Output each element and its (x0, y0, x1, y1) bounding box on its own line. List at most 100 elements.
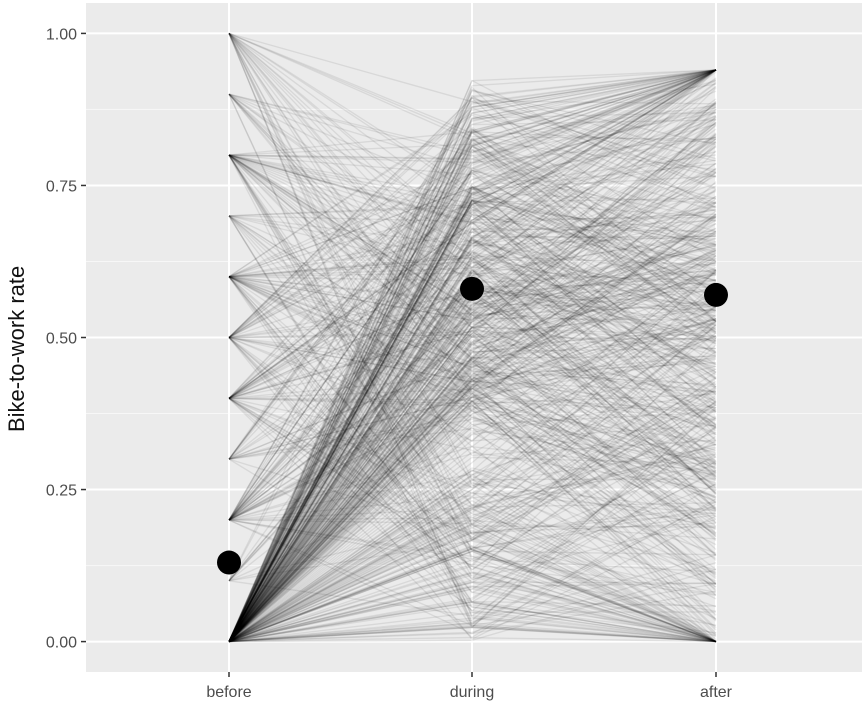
subject-line (228, 500, 717, 643)
subject-line (228, 213, 717, 642)
subject-line (228, 154, 717, 469)
subject-line (228, 69, 717, 460)
subject-line (228, 124, 717, 643)
subject-line (228, 130, 717, 156)
subject-line (228, 69, 717, 642)
subject-line (228, 227, 717, 642)
subject-line (228, 154, 717, 373)
subject-line (228, 356, 717, 643)
subject-line (228, 69, 717, 226)
subject-line (228, 154, 717, 507)
subject-line (228, 32, 717, 421)
subject-line (228, 69, 717, 642)
subject-line (228, 565, 717, 643)
subject-line (228, 481, 717, 643)
subject-line (228, 475, 717, 643)
subject-line (228, 121, 717, 643)
subject-line (228, 254, 717, 642)
subject-line (228, 293, 717, 643)
subject-line (228, 199, 717, 642)
subject-line (228, 473, 717, 643)
subject-line (228, 154, 717, 376)
subject-line (228, 140, 717, 303)
subject-line (228, 273, 717, 346)
y-tick-label: 0.50 (46, 331, 77, 348)
subject-line (228, 210, 717, 643)
subject-line (228, 230, 717, 643)
subject-line (228, 383, 717, 643)
subject-line (228, 467, 717, 643)
subject-line (228, 192, 717, 642)
subject-line (228, 328, 717, 643)
subject-line (228, 88, 717, 642)
y-tick-label: 0.00 (46, 635, 77, 652)
subject-line (228, 321, 717, 399)
subject-line (228, 337, 717, 643)
subject-line (228, 252, 717, 399)
subject-line (228, 581, 717, 643)
subject-line (228, 93, 717, 643)
subject-line (228, 236, 717, 642)
subject-line (228, 69, 717, 642)
subject-line (228, 458, 717, 535)
subject-line (228, 550, 717, 643)
subject-line (228, 626, 717, 643)
subject-line (228, 365, 717, 643)
subject-line (228, 574, 717, 643)
subject-line (228, 336, 717, 461)
subject-line (228, 215, 717, 518)
subject-line (228, 87, 717, 322)
subject-line (228, 204, 717, 236)
subject-line (228, 257, 717, 395)
subject-line (228, 126, 717, 521)
subject-line (228, 305, 717, 643)
subject-line (228, 116, 717, 278)
subject-line (228, 154, 717, 314)
subject-line (228, 337, 717, 643)
subject-line (228, 154, 717, 643)
x-tick-label: during (450, 684, 494, 701)
subject-line (228, 276, 717, 594)
subject-line (228, 320, 717, 643)
subject-line (228, 519, 717, 573)
subject-line (228, 529, 717, 643)
subject-line (228, 202, 717, 407)
subject-line (228, 146, 717, 339)
subject-line (228, 138, 717, 642)
subject-line (228, 130, 717, 460)
subject-line (228, 334, 717, 643)
subject-line (228, 32, 717, 191)
subject-line (228, 215, 717, 481)
subject-line (228, 503, 717, 643)
subject-line (228, 242, 717, 521)
subject-line (228, 33, 717, 643)
subject-line (228, 320, 717, 643)
subject-line (228, 139, 717, 642)
subject-line (228, 69, 717, 642)
subject-line (228, 125, 717, 339)
subject-line (228, 115, 717, 642)
subject-line (228, 387, 717, 643)
subject-line (228, 211, 717, 380)
subject-line (228, 93, 717, 470)
subject-line (228, 275, 717, 368)
subject-line (228, 215, 717, 524)
subject-line (228, 478, 717, 643)
subject-line (228, 414, 717, 560)
subject-line (228, 71, 717, 582)
subject-line (228, 611, 717, 643)
subject-line (228, 378, 717, 643)
subject-line (228, 330, 717, 509)
subject-line (228, 199, 717, 339)
subject-line (228, 256, 717, 426)
subject-line (228, 93, 717, 511)
subject-line (228, 374, 717, 643)
subject-line (228, 255, 717, 643)
subject-line (228, 276, 717, 489)
subject-line (228, 242, 717, 321)
subject-line (228, 272, 717, 643)
subject-line (228, 69, 717, 642)
subject-line (228, 154, 717, 224)
subject-line (228, 154, 717, 556)
subject-line (228, 33, 717, 536)
